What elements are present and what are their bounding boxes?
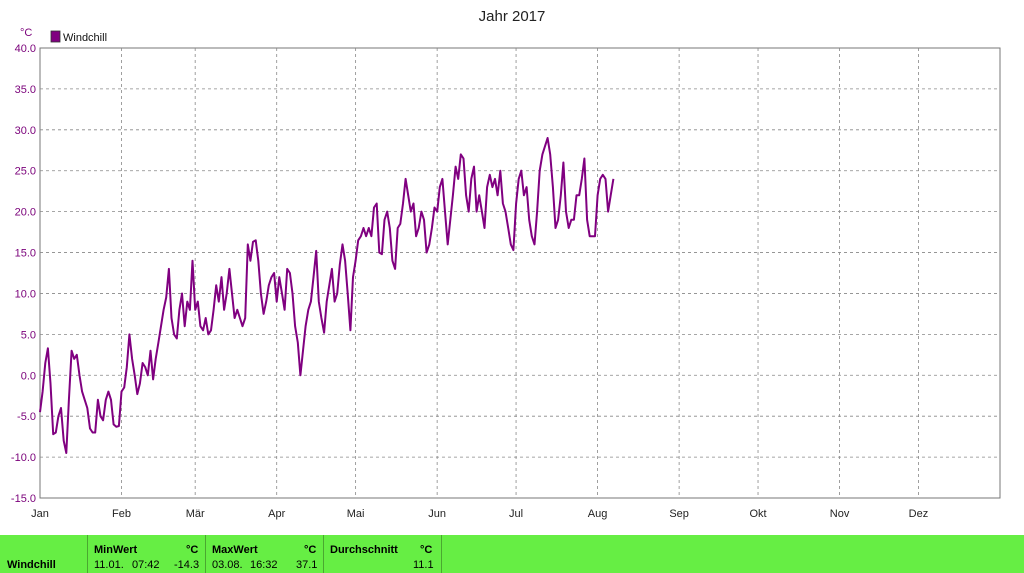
stats-avg-cell: Durchschnitt °C 11.1 [324, 535, 442, 573]
min-time: 07:42 [132, 559, 160, 571]
x-tick-label: Jun [428, 508, 446, 520]
chart-title: Jahr 2017 [479, 8, 546, 25]
x-tick-label: Okt [749, 508, 766, 520]
y-axis: 40.0 35.0 30.0 25.0 20.0 15.0 10.0 5.0 0.0 -5.0 -1… [11, 43, 36, 505]
min-unit: °C [186, 544, 199, 556]
y-tick-label: 10.0 [15, 288, 36, 300]
y-tick-label: 25.0 [15, 166, 36, 178]
y-tick-label: 15.0 [15, 248, 36, 260]
x-tick-label: Jan [31, 508, 49, 520]
x-axis: Jan Feb Mär Apr Mai Jun Jul Aug Sep Okt Nov Dez [31, 508, 928, 520]
y-tick-label: -5.0 [17, 411, 36, 423]
max-unit: °C [304, 544, 317, 556]
x-tick-label: Mär [186, 508, 205, 520]
x-tick-label: Jul [509, 508, 523, 520]
avg-header: Durchschnitt [330, 544, 398, 556]
avg-unit: °C [420, 544, 433, 556]
x-tick-label: Sep [669, 508, 689, 520]
y-unit-label: °C [20, 27, 32, 39]
x-tick-label: Aug [588, 508, 608, 520]
grid [40, 48, 1000, 498]
y-tick-label: 40.0 [15, 43, 36, 55]
y-tick-label: 5.0 [21, 329, 36, 341]
stats-panel: Windchill MinWert °C 11.01. 07:42 -14.3 … [0, 535, 1024, 573]
max-header: MaxWert [212, 544, 258, 556]
y-tick-label: -10.0 [11, 452, 36, 464]
x-tick-label: Dez [909, 508, 929, 520]
x-tick-label: Feb [112, 508, 131, 520]
min-header: MinWert [94, 544, 138, 556]
windchill-chart: Jahr 2017 °C Windchill 40.0 35.0 30.0 25.0 2… [11, 8, 1001, 520]
y-tick-label: 35.0 [15, 84, 36, 96]
max-time: 16:32 [250, 559, 278, 571]
y-tick-label: 0.0 [21, 370, 36, 382]
stats-row-label-cell: Windchill [0, 535, 88, 573]
avg-value: 11.1 [413, 559, 434, 571]
y-tick-label: 30.0 [15, 125, 36, 137]
legend-label: Windchill [63, 32, 107, 44]
max-date: 03.08. [212, 559, 243, 571]
max-value: 37.1 [296, 559, 318, 571]
legend-swatch [50, 30, 61, 43]
stats-min-cell: MinWert °C 11.01. 07:42 -14.3 [88, 535, 206, 573]
plot-area [39, 47, 1001, 499]
min-date: 11.01. [94, 559, 124, 571]
min-value: -14.3 [174, 559, 200, 571]
y-tick-label: -15.0 [11, 493, 36, 505]
stats-row-label: Windchill [7, 559, 56, 571]
windchill-series-line [39, 137, 615, 454]
x-tick-label: Mai [347, 508, 365, 520]
y-tick-label: 20.0 [15, 207, 36, 219]
x-tick-label: Nov [830, 508, 850, 520]
x-tick-label: Apr [268, 508, 285, 520]
stats-max-cell: MaxWert °C 03.08. 16:32 37.1 [206, 535, 324, 573]
